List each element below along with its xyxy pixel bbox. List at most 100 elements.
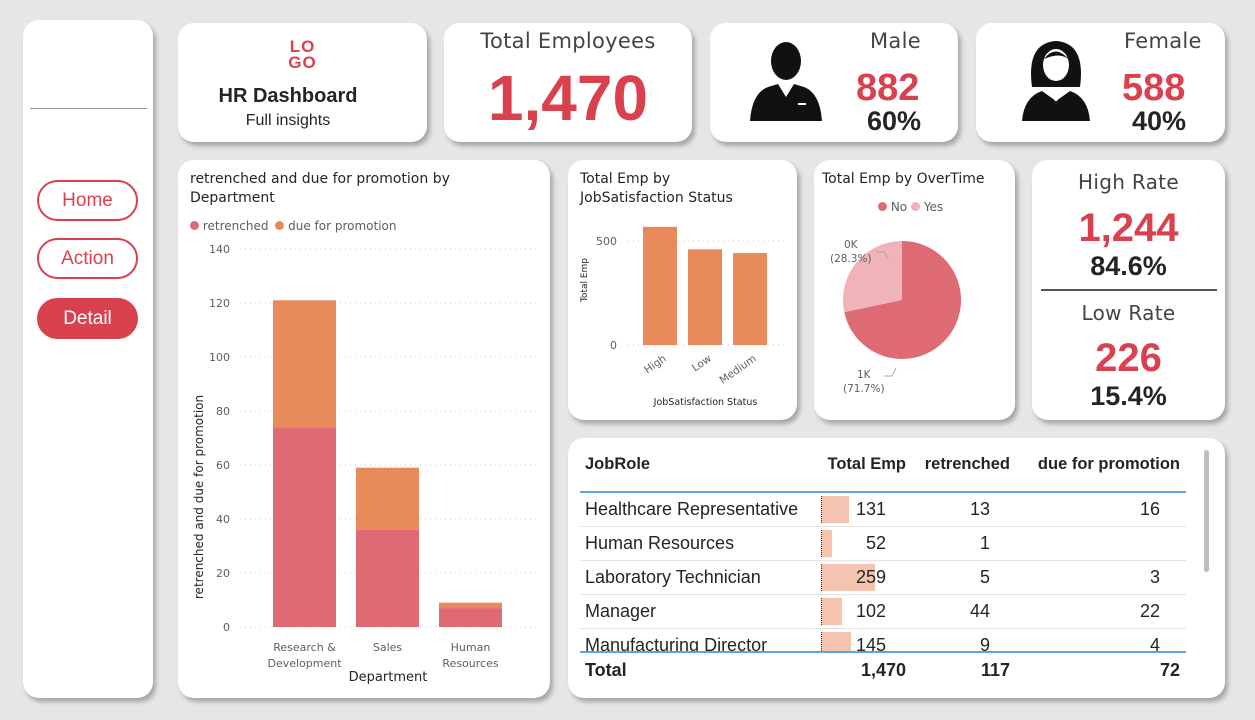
header-total-emp[interactable]: Total Emp xyxy=(827,455,906,473)
dashboard-subtitle: Full insights xyxy=(245,112,331,129)
rate-card: High Rate 1,244 84.6% Low Rate 226 15.4% xyxy=(1032,160,1225,420)
cell-jobrole: Manager xyxy=(585,601,657,621)
cell-retrenched: 13 xyxy=(969,499,990,519)
table-row[interactable]: Manufacturing Director 145 9 4 xyxy=(580,629,1186,652)
table-body: Healthcare Representative 131 13 16 Human Re… xyxy=(568,493,1188,652)
nav-detail-button[interactable]: Detail xyxy=(37,298,138,339)
legend-retrenched-dot xyxy=(190,221,199,230)
female-percent: 40% xyxy=(1132,106,1187,136)
legend-no-label: No xyxy=(890,200,908,214)
high-rate-percent: 84.6% xyxy=(1090,251,1167,281)
bar-due-for-promotion xyxy=(273,300,336,428)
nav-action-button[interactable]: Action xyxy=(37,238,138,279)
rate-divider xyxy=(1041,289,1217,291)
bar-due-for-promotion xyxy=(356,467,419,530)
pie-label-no: 1K (71.7%) xyxy=(843,368,885,396)
y-tick-label: 100 xyxy=(209,351,230,364)
pie-label-yes-value: 0K xyxy=(843,239,858,251)
department-chart-xlabel: Department xyxy=(348,670,428,685)
female-label: Female xyxy=(1124,29,1202,53)
jobsatisfaction-chart-title: Total Emp by JobSatisfaction Status xyxy=(580,170,733,208)
pie-label-yes: 0K (28.3%) xyxy=(830,238,872,266)
overtime-legend: No Yes xyxy=(878,200,943,214)
jobsatisfaction-title-line2: JobSatisfaction Status xyxy=(580,190,733,206)
cell-due-for-promotion: 22 xyxy=(1139,601,1160,621)
female-card: Female 588 40% xyxy=(976,23,1225,142)
cell-due-for-promotion: 4 xyxy=(1149,635,1160,652)
nav-home-button[interactable]: Home xyxy=(37,180,138,221)
y-tick-label: 0 xyxy=(223,621,230,634)
total-employees-value: 1,470 xyxy=(487,62,649,134)
legend-no-dot xyxy=(878,202,887,211)
logo-text-top: LO xyxy=(289,37,316,56)
cell-due-for-promotion: 16 xyxy=(1139,499,1160,519)
table-row[interactable]: Manager 102 44 22 xyxy=(580,595,1186,629)
header-underline xyxy=(580,491,1186,493)
x-tick-label: Sales xyxy=(373,641,403,654)
y-tick-label: 40 xyxy=(216,513,230,526)
y-tick-label: 120 xyxy=(209,297,230,310)
jobrole-table: JobRole Total Emp retrenched due for pro… xyxy=(568,438,1225,698)
pie-slice-no xyxy=(844,241,961,359)
total-emp-sum: 1,470 xyxy=(860,660,906,680)
pie-label-no-value: 1K xyxy=(856,369,871,381)
cell-retrenched: 5 xyxy=(979,567,990,587)
bar-retrenched xyxy=(273,427,336,627)
cell-retrenched: 44 xyxy=(969,601,990,621)
x-tick-label: Development xyxy=(267,657,342,670)
sidebar: Home Action Detail xyxy=(23,20,153,698)
header-jobrole[interactable]: JobRole xyxy=(585,455,651,473)
high-rate-label: High Rate xyxy=(1078,170,1179,194)
high-rate-value: 1,244 xyxy=(1078,206,1179,250)
cell-total-emp: 52 xyxy=(865,533,886,553)
cell-total-emp: 145 xyxy=(855,635,886,652)
logo-text-bottom: GO xyxy=(288,53,317,72)
jobsatisfaction-xlabel: JobSatisfaction Status xyxy=(653,397,758,408)
x-tick-label: Research & xyxy=(273,641,336,654)
cell-due-for-promotion: 3 xyxy=(1149,567,1160,587)
overtime-chart-card: Total Emp by OverTime No Yes 0K (28.3%) … xyxy=(814,160,1015,420)
leader-line-yes xyxy=(876,251,889,259)
overtime-chart-title: Total Emp by OverTime xyxy=(822,171,985,187)
bar-due-for-promotion xyxy=(439,602,502,609)
cell-jobrole: Laboratory Technician xyxy=(585,567,761,587)
header-retrenched[interactable]: retrenched xyxy=(924,455,1010,473)
x-tick-label: Resources xyxy=(442,657,498,670)
y-tick-label: 500 xyxy=(596,235,617,248)
male-percent: 60% xyxy=(867,106,922,136)
legend-yes-dot xyxy=(910,202,920,211)
table-scrollbar[interactable] xyxy=(1204,450,1209,572)
table-row[interactable]: Human Resources 52 1 xyxy=(580,527,1186,561)
jobsatisfaction-title-line1: Total Emp by xyxy=(580,171,671,187)
jobsatisfaction-chart-card: Total Emp by JobSatisfaction Status Tota… xyxy=(568,160,797,420)
y-tick-label: 140 xyxy=(209,243,230,256)
low-rate-value: 226 xyxy=(1095,336,1162,380)
total-emp-databar xyxy=(821,598,843,625)
legend-promotion-dot xyxy=(275,221,285,230)
y-tick-label: 20 xyxy=(216,567,230,580)
table-row[interactable]: Laboratory Technician 259 5 3 xyxy=(580,561,1186,595)
header-due-for-promotion[interactable]: due for promotion xyxy=(1037,455,1180,473)
total-employees-card: Total Employees 1,470 xyxy=(444,23,692,142)
jobsatisfaction-plot: 0 500 High Low Medium xyxy=(596,226,788,387)
department-chart-title: retrenched and due for promotion by Depa… xyxy=(190,171,450,206)
female-person-icon xyxy=(1022,41,1090,121)
sidebar-divider xyxy=(30,108,147,109)
table-row[interactable]: Healthcare Representative 131 13 16 xyxy=(580,493,1186,527)
brand-card: LO GO HR Dashboard Full insights xyxy=(178,23,427,142)
pie-slice-yes xyxy=(843,241,902,313)
low-rate-percent: 15.4% xyxy=(1090,381,1167,411)
total-emp-databar xyxy=(821,564,876,591)
total-underline xyxy=(580,651,1186,653)
x-tick-label: Low xyxy=(690,352,714,374)
y-tick-label: 60 xyxy=(216,459,230,472)
total-emp-databar xyxy=(821,632,852,652)
cell-jobrole: Manufacturing Director xyxy=(585,635,768,652)
total-promotion-sum: 72 xyxy=(1159,660,1180,680)
bar-retrenched xyxy=(439,608,502,627)
low-rate-label: Low Rate xyxy=(1081,301,1176,325)
leader-line-no xyxy=(884,367,897,377)
bar-medium xyxy=(733,253,767,345)
cell-retrenched: 1 xyxy=(979,533,990,553)
total-emp-databar xyxy=(821,530,832,557)
